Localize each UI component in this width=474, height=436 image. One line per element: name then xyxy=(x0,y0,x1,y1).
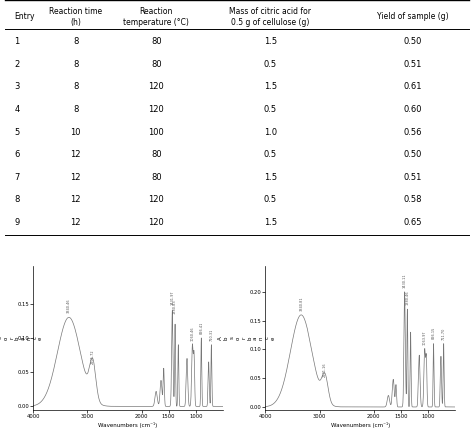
Text: 3: 3 xyxy=(14,82,19,92)
Text: 9: 9 xyxy=(14,218,19,227)
Text: 12: 12 xyxy=(71,195,81,204)
Text: 2901.16: 2901.16 xyxy=(323,362,327,377)
Text: Reaction
temperature (°C): Reaction temperature (°C) xyxy=(124,7,189,27)
Text: 2: 2 xyxy=(14,60,19,69)
Text: 6: 6 xyxy=(14,150,19,159)
Text: 1380.83: 1380.83 xyxy=(173,299,177,314)
Text: 100: 100 xyxy=(148,128,164,136)
Text: 1060.46: 1060.46 xyxy=(191,327,194,341)
Text: Yield of sample (g): Yield of sample (g) xyxy=(376,13,448,21)
Text: 0.5: 0.5 xyxy=(264,105,277,114)
Text: Reaction time
(h): Reaction time (h) xyxy=(49,7,102,27)
Text: 896.41: 896.41 xyxy=(200,322,203,334)
Text: 8: 8 xyxy=(73,60,79,69)
Text: 120: 120 xyxy=(148,82,164,92)
Text: 0.5: 0.5 xyxy=(264,195,277,204)
Text: 5: 5 xyxy=(14,128,19,136)
Text: 120: 120 xyxy=(148,218,164,227)
Text: 120: 120 xyxy=(148,105,164,114)
Text: 10: 10 xyxy=(71,128,81,136)
Text: 1.5: 1.5 xyxy=(264,37,277,46)
Text: 8: 8 xyxy=(73,105,79,114)
Text: 3340.81: 3340.81 xyxy=(299,296,303,311)
Text: 0.61: 0.61 xyxy=(403,82,422,92)
Text: 80: 80 xyxy=(151,150,162,159)
Text: 710.31: 710.31 xyxy=(210,328,213,341)
Text: 7: 7 xyxy=(14,173,19,182)
Text: 1063.97: 1063.97 xyxy=(423,331,427,345)
Text: 12: 12 xyxy=(71,150,81,159)
Text: 8: 8 xyxy=(14,195,19,204)
Text: Entry: Entry xyxy=(14,13,35,21)
X-axis label: Wavenumbers (cm⁻¹): Wavenumbers (cm⁻¹) xyxy=(98,422,157,428)
Text: 0.56: 0.56 xyxy=(403,128,422,136)
Text: 120: 120 xyxy=(148,195,164,204)
Text: 1.5: 1.5 xyxy=(264,82,277,92)
Text: 1431.97: 1431.97 xyxy=(170,290,174,305)
Text: 8: 8 xyxy=(73,37,79,46)
Text: 80: 80 xyxy=(151,37,162,46)
Text: 1380.46: 1380.46 xyxy=(405,290,410,305)
Text: 80: 80 xyxy=(151,173,162,182)
Text: 896.15: 896.15 xyxy=(432,327,436,339)
Text: 12: 12 xyxy=(71,218,81,227)
Text: 2901.72: 2901.72 xyxy=(91,349,95,364)
Text: 0.58: 0.58 xyxy=(403,195,422,204)
Text: 0.51: 0.51 xyxy=(403,60,421,69)
Text: 8: 8 xyxy=(73,82,79,92)
Text: 1.0: 1.0 xyxy=(264,128,277,136)
Text: 0.50: 0.50 xyxy=(403,150,421,159)
Y-axis label: A
b
s
o
r
b
a
n
c
e: A b s o r b a n c e xyxy=(0,336,43,340)
Text: Mass of citric acid for
0.5 g of cellulose (g): Mass of citric acid for 0.5 g of cellulo… xyxy=(229,7,311,27)
Text: 0.5: 0.5 xyxy=(264,150,277,159)
Text: 80: 80 xyxy=(151,60,162,69)
Text: 0.60: 0.60 xyxy=(403,105,422,114)
Text: 711.70: 711.70 xyxy=(442,328,446,340)
Text: 1430.11: 1430.11 xyxy=(402,273,407,288)
Text: 4: 4 xyxy=(14,105,19,114)
Y-axis label: A
b
s
o
r
b
a
n
c
e: A b s o r b a n c e xyxy=(218,336,275,340)
Text: 1: 1 xyxy=(14,37,19,46)
Text: 0.50: 0.50 xyxy=(403,37,421,46)
Text: 3340.46: 3340.46 xyxy=(67,299,71,313)
Text: 0.65: 0.65 xyxy=(403,218,422,227)
Text: 1.5: 1.5 xyxy=(264,218,277,227)
Text: 12: 12 xyxy=(71,173,81,182)
Text: 0.51: 0.51 xyxy=(403,173,421,182)
Text: 1.5: 1.5 xyxy=(264,173,277,182)
Text: 0.5: 0.5 xyxy=(264,60,277,69)
X-axis label: Wavenumbers (cm⁻¹): Wavenumbers (cm⁻¹) xyxy=(331,422,390,428)
